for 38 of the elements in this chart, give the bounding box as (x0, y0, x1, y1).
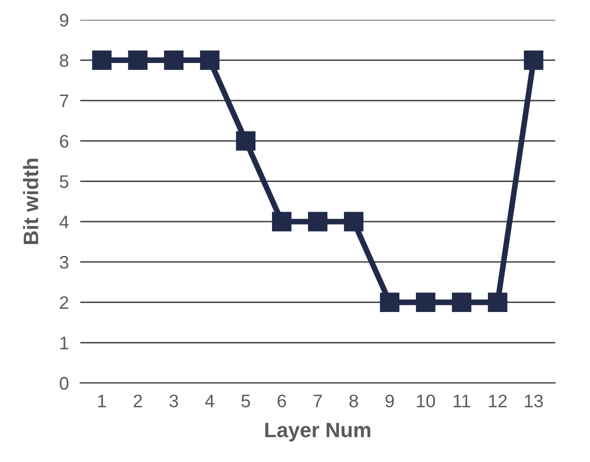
point (128, 50, 148, 70)
x-tick-label: 13 (524, 394, 543, 408)
y-tick-label: 2 (60, 296, 68, 309)
point (416, 292, 436, 312)
y-tick-label: 4 (60, 216, 69, 228)
point (92, 50, 112, 70)
x-tick-label: 9 (386, 394, 394, 408)
y-tick-label: 7 (60, 94, 68, 108)
x-axis-title: Layer Num (265, 422, 370, 442)
y-tick-label: 5 (60, 175, 68, 188)
x-tick-label: 6 (278, 394, 286, 408)
point (452, 292, 472, 312)
x-tick-label: 2 (134, 394, 142, 408)
y-tick-label: 6 (60, 134, 68, 148)
x-tick-label: 12 (488, 394, 507, 408)
x-tick-label: 8 (349, 394, 358, 408)
point (344, 212, 364, 232)
point (200, 50, 220, 70)
x-tick-label: 10 (416, 394, 435, 408)
point (488, 292, 508, 312)
x-tick-label: 5 (241, 394, 250, 408)
point (272, 212, 292, 232)
x-tick-label: 1 (98, 394, 106, 408)
y-tick-label: 8 (60, 54, 68, 67)
point (524, 50, 544, 70)
x-tick-label: 11 (454, 394, 470, 408)
y-tick-label: 1 (60, 336, 68, 350)
x-tick-label: 7 (314, 394, 322, 408)
x-tick-label: 4 (205, 394, 214, 408)
y-tick-label: 3 (60, 256, 68, 269)
point (380, 292, 400, 312)
y-tick-label: 0 (60, 376, 68, 390)
x-tick-label: 3 (169, 394, 178, 408)
point (308, 212, 328, 232)
point (164, 50, 184, 70)
point (236, 131, 256, 151)
y-axis-title: Bit width (23, 158, 38, 244)
y-tick-label: 9 (60, 14, 68, 27)
